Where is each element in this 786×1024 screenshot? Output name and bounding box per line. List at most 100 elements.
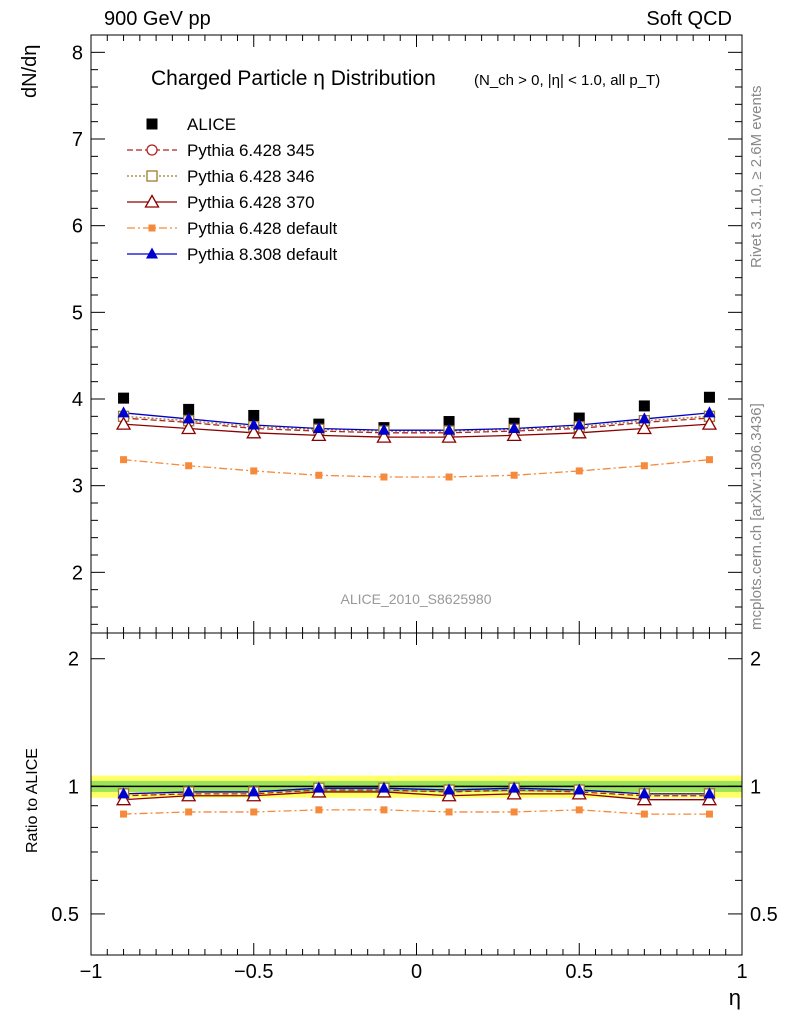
point-pythia-6-428-370	[636, 420, 652, 435]
legend-marker-pythia-6-428-345	[146, 144, 158, 156]
series-line-layer	[123, 149, 710, 815]
ratio-point-pythia-8-308-default	[312, 781, 325, 793]
ratio-point-pythia-8-308-default	[508, 781, 521, 793]
point-pythia-6-428-370	[246, 424, 262, 439]
x-tick-label: 0.5	[565, 961, 593, 983]
ratio-point-pythia-6-428-default	[380, 806, 388, 814]
point-pythia-6-428-default	[640, 462, 648, 470]
point-pythia-6-428-default	[510, 471, 518, 479]
ratio-point-pythia-8-308-default	[638, 787, 651, 799]
legend-label-pythia-6-428-370: Pythia 6.428 370	[187, 193, 315, 212]
ratio-point-pythia-6-428-370	[636, 791, 652, 806]
legend-label-pythia-6-428-default: Pythia 6.428 default	[187, 219, 338, 238]
point-pythia-6-428-370	[115, 416, 132, 430]
point-pythia-6-428-default	[705, 456, 713, 464]
tick-layer	[90, 35, 743, 955]
ratio-y-tick-label-right: 2	[750, 649, 761, 671]
ratio-point-pythia-6-428-default	[120, 810, 128, 818]
ratio-line-pythia-6-428-370	[123, 791, 710, 801]
y-tick-label: 2	[72, 562, 83, 584]
ratio-point-pythia-8-308-default	[117, 787, 130, 799]
x-axis-title: η	[729, 985, 741, 1010]
point-pythia-6-428-370	[311, 427, 327, 442]
ratio-y-tick-label: 2	[68, 649, 79, 671]
point-pythia-6-428-default	[315, 471, 323, 479]
series-line-pythia-8-308-default	[123, 412, 710, 431]
point-pythia-8-308-default	[443, 423, 456, 435]
ratio-y-tick-label: 0.5	[51, 904, 79, 926]
ratio-point-pythia-8-308-default	[182, 785, 195, 797]
ratio-y-tick-label-right: 0.5	[750, 904, 778, 926]
ratio-y-tick-label-right: 1	[750, 776, 761, 798]
ratio-point-pythia-6-428-default	[510, 808, 518, 816]
ratio-y-axis-title: Ratio to ALICE	[24, 748, 41, 853]
point-pythia-8-308-default	[573, 418, 586, 430]
ratio-line-pythia-6-428-default	[123, 809, 710, 815]
y-tick-label: 3	[72, 476, 83, 498]
y-tick-label: 5	[72, 302, 83, 324]
ratio-point-pythia-6-428-default	[705, 810, 713, 818]
ratio-point-pythia-6-428-370	[506, 786, 522, 800]
ratio-y-tick-label: 1	[68, 776, 79, 798]
ratio-point-pythia-6-428-370	[701, 791, 718, 806]
point-pythia-6-428-default	[380, 473, 388, 481]
chart-subtitle: (N_ch > 0, |η| < 1.0, all p_T)	[474, 72, 660, 89]
point-alice	[118, 392, 130, 404]
legend-label-pythia-6-428-345: Pythia 6.428 345	[187, 141, 315, 160]
ratio-point-pythia-6-428-default	[250, 808, 258, 816]
ratio-point-pythia-8-308-default	[247, 785, 260, 797]
point-pythia-6-428-370	[571, 424, 587, 439]
legend-label-pythia-6-428-346: Pythia 6.428 346	[187, 167, 315, 186]
y-tick-label: 6	[72, 216, 83, 238]
legend-marker-pythia-6-428-default	[148, 224, 156, 232]
point-alice	[638, 400, 650, 412]
point-pythia-8-308-default	[508, 421, 521, 433]
chart-title: Charged Particle η Distribution	[151, 67, 436, 90]
point-pythia-6-428-default	[575, 467, 583, 475]
point-pythia-6-428-370	[441, 429, 457, 443]
series-line-pythia-6-428-346	[123, 415, 710, 432]
ratio-line-pythia-8-308-default	[123, 787, 710, 795]
point-pythia-6-428-default	[445, 473, 453, 481]
text-layer: −1 −0.5 0 0.5 1 2 3 4 5 6 7 8 0.5 0.5 1 1 2 2 dN/dη Ratio t…	[19, 42, 778, 1010]
point-pythia-8-308-default	[247, 418, 260, 430]
point-alice	[573, 412, 585, 424]
point-pythia-8-308-default	[638, 412, 651, 424]
ratio-line-pythia-6-428-345	[123, 789, 710, 797]
point-pythia-6-428-default	[250, 467, 258, 475]
point-pythia-8-308-default	[117, 406, 130, 418]
legend-marker-pythia-6-428-346	[146, 170, 158, 182]
point-pythia-6-428-default	[120, 456, 128, 464]
point-alice	[703, 391, 715, 403]
ratio-point-pythia-6-428-default	[185, 808, 193, 816]
y-axis-title: dN/dη	[19, 45, 41, 98]
ratio-point-pythia-6-428-370	[441, 787, 457, 802]
legend-marker-pythia-6-428-370	[144, 194, 160, 208]
ratio-point-pythia-6-428-default	[640, 810, 648, 818]
ratio-point-pythia-6-428-default	[575, 806, 583, 814]
point-pythia-8-308-default	[312, 421, 325, 433]
point-pythia-6-428-370	[181, 420, 197, 435]
point-pythia-6-428-370	[376, 429, 392, 443]
legend-label-alice: ALICE	[187, 115, 236, 134]
point-pythia-8-308-default	[377, 423, 390, 435]
y-tick-label: 7	[72, 129, 83, 151]
ratio-point-pythia-8-308-default	[443, 783, 456, 795]
legend-marker-alice	[146, 118, 158, 130]
header-left: 900 GeV pp	[104, 8, 211, 30]
legend-marker-pythia-8-308-default	[146, 247, 158, 259]
series-line-pythia-6-428-default	[123, 459, 710, 478]
series-line-pythia-6-428-370	[123, 423, 710, 438]
ratio-point-pythia-8-308-default	[377, 781, 390, 793]
point-alice	[248, 409, 260, 421]
point-pythia-6-428-370	[506, 427, 522, 442]
point-pythia-6-428-default	[185, 462, 193, 470]
ratio-point-pythia-6-428-default	[445, 808, 453, 816]
series-line-pythia-6-428-345	[123, 417, 710, 434]
ratio-point-pythia-6-428-370	[115, 791, 132, 806]
point-pythia-8-308-default	[182, 412, 195, 424]
ratio-point-pythia-8-308-default	[703, 787, 716, 799]
point-alice	[183, 403, 195, 415]
legend-label-pythia-8-308-default: Pythia 8.308 default	[187, 245, 338, 264]
